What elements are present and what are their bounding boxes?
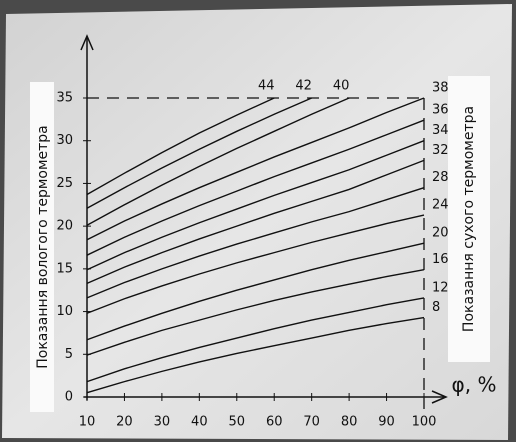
curve [86,242,425,341]
curve-label: 20 [432,226,449,241]
curve-label: 44 [258,79,275,94]
y2-label-box [448,76,490,362]
x-tick-label: 80 [341,415,358,430]
x-axis-label: φ, % [452,373,497,397]
curve [86,97,425,241]
x-tick-label: 90 [378,415,395,430]
curve [86,97,275,196]
curve [86,97,350,226]
y-tick-label: 30 [56,133,73,148]
y-tick-label: 10 [56,304,73,319]
y2-axis-label: Показання сухого термометра [461,106,477,332]
curve-label: 40 [333,79,350,94]
curve [86,214,425,314]
x-tick-label: 100 [412,415,437,430]
x-tick-label: 10 [79,415,96,430]
curve-label: 24 [432,198,449,213]
y-tick-label: 20 [56,219,73,234]
curve [86,187,425,299]
curve-label: 8 [432,300,440,315]
curve-label: 38 [432,81,449,96]
curve [86,316,425,394]
x-tick-label: 20 [116,415,133,430]
x-tick-label: 30 [154,415,171,430]
curve [86,119,425,256]
x-tick-label: 50 [229,415,246,430]
x-tick-label: 60 [266,415,283,430]
y-arrow [80,34,94,51]
x-tick-label: 70 [303,415,320,430]
y-axis-label: Показання вологого термометра [35,125,51,369]
paper [2,4,512,440]
curve [86,97,312,209]
y-tick-label: 15 [56,261,73,276]
curve [86,269,425,356]
curve-label: 42 [295,79,312,94]
curve-label: 12 [432,280,449,295]
curve-label: 36 [432,103,449,118]
x-tick-label: 40 [191,415,208,430]
y-tick-label: 25 [56,176,73,191]
curve-label: 32 [432,143,449,158]
y-tick-label: 0 [65,390,73,405]
curve [86,297,425,383]
curve-label: 16 [432,252,449,267]
curve-label: 28 [432,170,449,185]
x-arrow [431,390,448,404]
curve-label: 34 [432,123,449,138]
curve [86,140,425,271]
y-tick-label: 5 [65,347,73,362]
y-tick-label: 35 [56,91,73,106]
curve [86,159,425,285]
y-label-box [30,82,54,412]
